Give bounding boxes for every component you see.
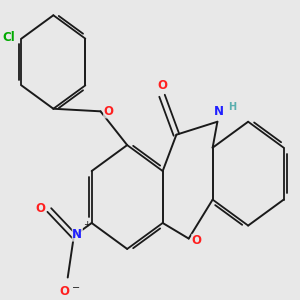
Text: O: O [104, 105, 114, 118]
Text: O: O [60, 285, 70, 298]
Text: O: O [157, 79, 167, 92]
Text: N: N [72, 228, 82, 241]
Text: H: H [229, 102, 237, 112]
Text: N: N [214, 105, 224, 118]
Text: Cl: Cl [3, 31, 16, 44]
Text: +: + [83, 220, 91, 230]
Text: −: − [72, 283, 80, 293]
Text: O: O [36, 202, 46, 215]
Text: O: O [192, 234, 202, 248]
